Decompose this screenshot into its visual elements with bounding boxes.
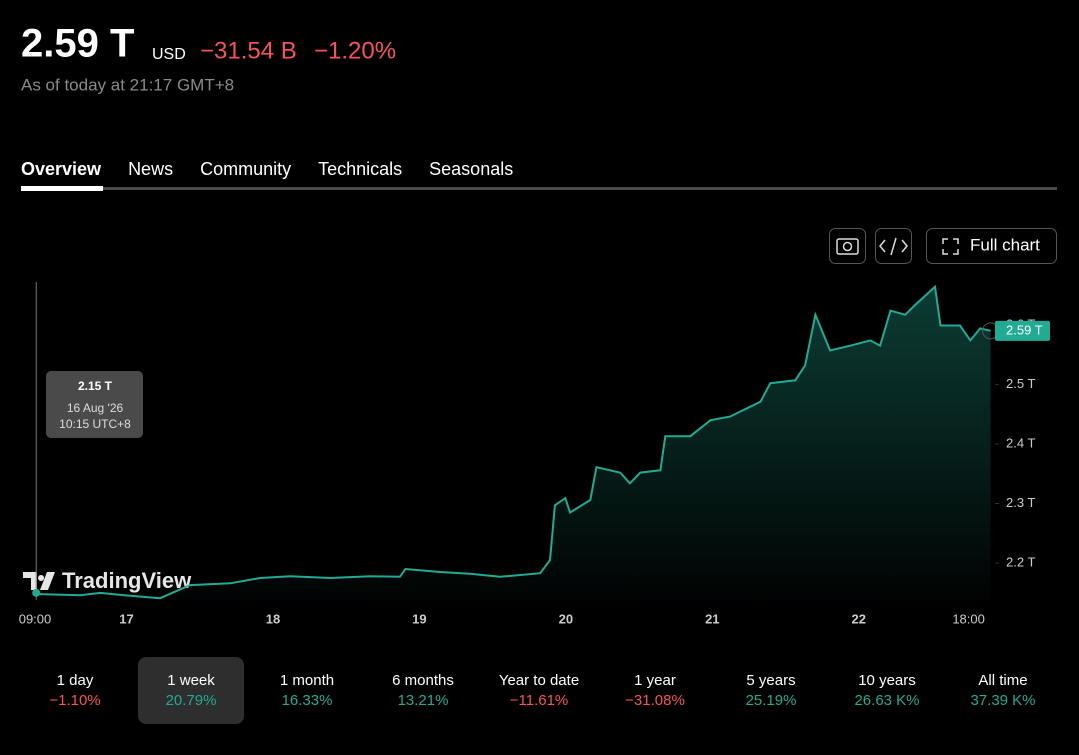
full-chart-button[interactable]: Full chart xyxy=(926,228,1057,264)
period-label[interactable]: Year to date xyxy=(499,672,579,689)
currency: USD xyxy=(152,46,186,63)
as-of: As of today at 21:17 GMT+8 xyxy=(21,75,234,94)
y-tick-label: 2.2 T xyxy=(1006,555,1035,570)
period-change[interactable]: 26.63 K% xyxy=(854,692,919,709)
period-label[interactable]: 5 years xyxy=(746,672,795,689)
embed-button[interactable] xyxy=(875,228,912,264)
x-tick-label: 22 xyxy=(852,611,866,626)
x-tick-label: 18 xyxy=(266,611,280,626)
period-label[interactable]: 1 week xyxy=(167,672,215,689)
price: 2.59 T xyxy=(21,22,134,66)
tooltip-date: 16 Aug '26 xyxy=(67,401,124,415)
x-tick-label: 20 xyxy=(559,611,573,626)
price-badge xyxy=(995,320,1050,341)
x-tick-label: 21 xyxy=(705,611,719,626)
period-label[interactable]: 1 month xyxy=(280,672,334,689)
period-label[interactable]: 6 months xyxy=(392,672,454,689)
x-tick-label: 19 xyxy=(412,611,426,626)
period-change[interactable]: 25.19% xyxy=(746,692,797,709)
price-badge-label: 2.59 T xyxy=(1006,322,1043,337)
tab[interactable]: Community xyxy=(200,159,291,179)
tooltip xyxy=(46,371,143,438)
change-pct: −1.20% xyxy=(314,37,396,64)
period-change[interactable]: −1.10% xyxy=(49,692,100,709)
period-selected[interactable] xyxy=(138,657,244,724)
area xyxy=(35,286,991,600)
watermark: TradingView xyxy=(62,568,192,593)
x-tick-label: 17 xyxy=(119,611,133,626)
period-label[interactable]: All time xyxy=(978,672,1027,689)
y-tick-label: 2.3 T xyxy=(1006,495,1035,510)
camera-button[interactable] xyxy=(829,228,866,264)
period-change[interactable]: −31.08% xyxy=(625,692,685,709)
tab[interactable]: Technicals xyxy=(318,159,402,179)
period-change[interactable]: 13.21% xyxy=(398,692,449,709)
tab[interactable]: Seasonals xyxy=(429,159,513,179)
tooltip-time: 10:15 UTC+8 xyxy=(59,417,131,431)
y-tick-label: 2.4 T xyxy=(1006,435,1035,450)
period-change[interactable]: −11.61% xyxy=(510,692,569,709)
period-change[interactable]: 37.39 K% xyxy=(970,692,1035,709)
full-chart-label[interactable]: Full chart xyxy=(970,235,1040,254)
watermark-logo xyxy=(23,572,55,590)
period-label[interactable]: 10 years xyxy=(858,672,916,689)
change: −31.54 B xyxy=(200,37,297,64)
period-label[interactable]: 1 day xyxy=(57,672,94,689)
tab[interactable]: Overview xyxy=(21,159,102,179)
tooltip-value: 2.15 T xyxy=(78,379,113,393)
period-change[interactable]: 16.33% xyxy=(282,692,333,709)
crosshair-point xyxy=(32,588,41,597)
period-label[interactable]: 1 year xyxy=(634,672,676,689)
period-change[interactable]: 20.79% xyxy=(166,692,217,709)
y-tick-label: 2.5 T xyxy=(1006,376,1035,391)
x-tick-label: 09:00 xyxy=(19,611,52,626)
line xyxy=(34,284,991,600)
x-tick-label: 18:00 xyxy=(952,611,985,626)
tab[interactable]: News xyxy=(128,159,173,179)
tab-indicator xyxy=(21,186,104,191)
